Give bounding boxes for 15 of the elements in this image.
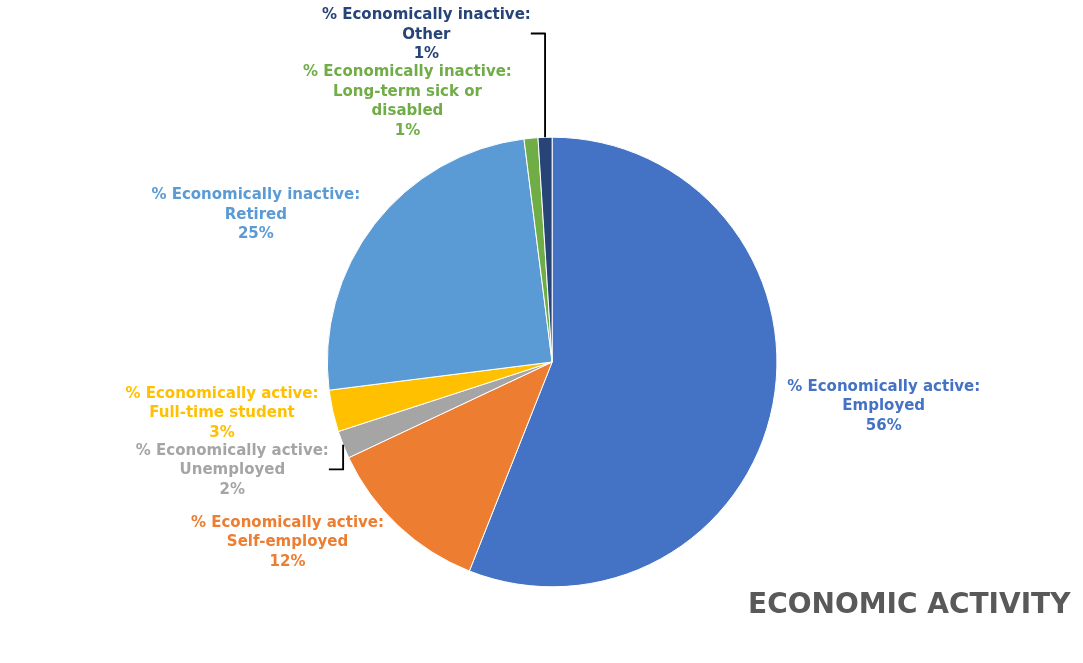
text: ECONOMIC ACTIVITY [748, 587, 1072, 620]
data-label: 25% [237, 224, 274, 243]
slice-label: % Economically inactive: Retired [151, 185, 361, 223]
data-label: 1% [413, 44, 440, 63]
data-label: 2% [219, 479, 246, 498]
data-label: 56% [865, 415, 902, 434]
slice-label: % Economically inactive: Long-term sick or disabled [303, 62, 512, 120]
slice-label: % Economically active: Full-time student [125, 383, 319, 422]
slice-label: % Economically inactive: Other [321, 5, 531, 43]
slice-label: % Economically active: Employed [787, 376, 981, 415]
slice-label: % Economically active: Self-employed [190, 512, 384, 551]
slice-label: % Economically active: Unemployed [135, 440, 329, 479]
data-label: 1% [394, 120, 421, 139]
data-label: 3% [209, 422, 235, 441]
data-label: 12% [269, 551, 306, 570]
